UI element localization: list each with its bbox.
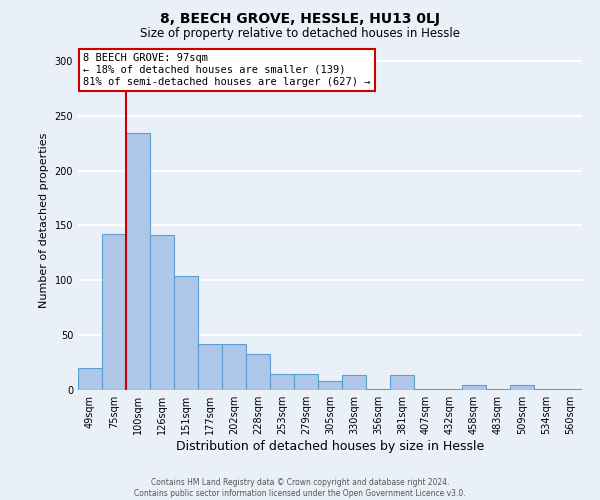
Bar: [126, 134, 150, 390]
Bar: [222, 344, 246, 390]
Bar: [534, 389, 558, 390]
Y-axis label: Number of detached properties: Number of detached properties: [39, 132, 49, 308]
Text: Contains HM Land Registry data © Crown copyright and database right 2024.
Contai: Contains HM Land Registry data © Crown c…: [134, 478, 466, 498]
Bar: [462, 384, 486, 390]
Bar: [438, 389, 462, 390]
Bar: [174, 276, 198, 390]
Bar: [342, 374, 366, 390]
Bar: [246, 354, 270, 390]
Bar: [270, 374, 294, 390]
Bar: [486, 389, 510, 390]
Bar: [510, 384, 534, 390]
Bar: [102, 234, 126, 390]
Bar: [558, 389, 582, 390]
Bar: [198, 344, 222, 390]
Bar: [294, 374, 318, 390]
Bar: [390, 374, 414, 390]
Text: Size of property relative to detached houses in Hessle: Size of property relative to detached ho…: [140, 28, 460, 40]
X-axis label: Distribution of detached houses by size in Hessle: Distribution of detached houses by size …: [176, 440, 484, 453]
Bar: [414, 389, 438, 390]
Bar: [366, 389, 390, 390]
Bar: [318, 381, 342, 390]
Text: 8 BEECH GROVE: 97sqm
← 18% of detached houses are smaller (139)
81% of semi-deta: 8 BEECH GROVE: 97sqm ← 18% of detached h…: [83, 54, 371, 86]
Bar: [150, 236, 174, 390]
Text: 8, BEECH GROVE, HESSLE, HU13 0LJ: 8, BEECH GROVE, HESSLE, HU13 0LJ: [160, 12, 440, 26]
Bar: [78, 368, 102, 390]
